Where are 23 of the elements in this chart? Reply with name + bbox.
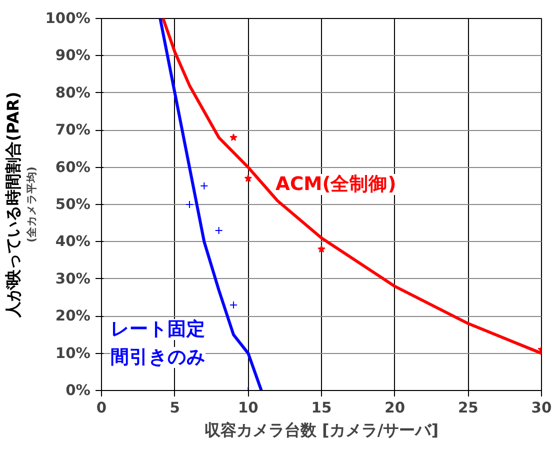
y-tick-label: 10%: [55, 344, 91, 362]
y-tick-label: 30%: [55, 270, 91, 288]
y-axis-title: 人が映っている時間割合(PAR): [4, 92, 22, 318]
x-tick-label: 15: [311, 400, 332, 416]
series-label: ACM(全制御): [276, 174, 396, 195]
y-tick-label: 40%: [55, 233, 91, 250]
x-tick-label: 20: [384, 400, 406, 416]
text: (全カメラ平均): [25, 166, 38, 242]
y-tick-label: 90%: [55, 47, 91, 64]
x-tick-label: 30: [531, 400, 552, 416]
x-tick-label: 0: [96, 400, 107, 416]
y-tick-label: 20%: [55, 308, 91, 325]
y-tick-label: 100%: [45, 10, 91, 27]
y-tick-label: 80%: [55, 84, 91, 102]
y-tick-label: 0%: [66, 382, 91, 399]
y-tick-label: 50%: [55, 196, 91, 213]
y-tick-label: 60%: [55, 158, 91, 176]
y-tick-label: 70%: [55, 122, 91, 139]
x-tick-label: 25: [458, 400, 478, 416]
x-tick-label: 10: [238, 400, 258, 416]
x-axis-title: 収容カメラ台数 [カメラ/サーバ]: [204, 420, 439, 440]
series-label: レート固定間引きのみ: [110, 318, 206, 368]
x-tick-label: 5: [170, 400, 180, 416]
